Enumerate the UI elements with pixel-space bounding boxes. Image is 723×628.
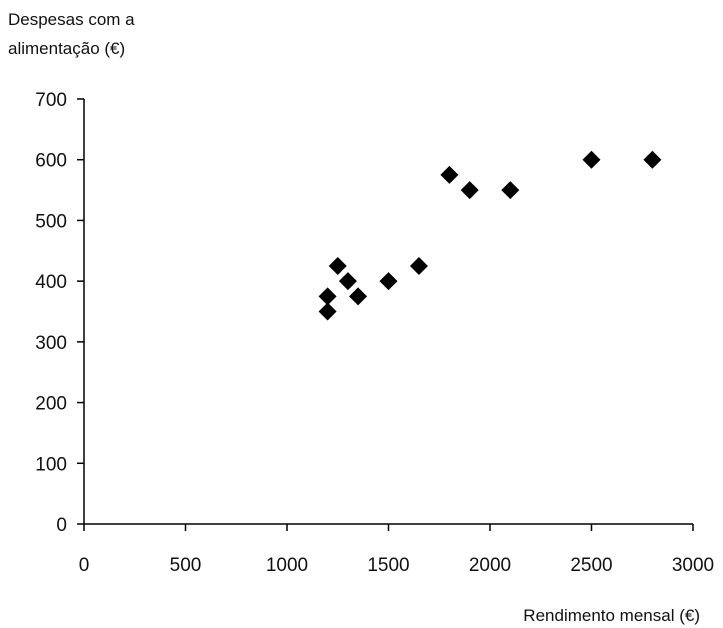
data-point-diamond <box>501 181 520 200</box>
y-tick-label: 700 <box>35 90 67 111</box>
y-axis-label-line-2: alimentação (€) <box>8 39 125 58</box>
data-point-diamond <box>643 150 662 169</box>
x-axis-ticks: 0 500 1000 1500 2000 2500 3000 <box>79 524 714 576</box>
x-tick-label: 1500 <box>367 555 409 576</box>
y-axis-ticks: 0 100 200 300 400 500 600 700 <box>35 90 84 536</box>
y-tick-label: 100 <box>35 454 67 475</box>
y-tick-label: 400 <box>35 272 67 293</box>
x-tick-label: 2000 <box>469 555 511 576</box>
data-point-diamond <box>318 302 337 321</box>
y-axis-label-line-1: Despesas com a <box>8 10 135 29</box>
x-tick-label: 1000 <box>266 555 308 576</box>
data-point-diamond <box>460 181 479 200</box>
data-point-diamond <box>379 272 398 291</box>
data-point-diamond <box>440 165 459 184</box>
x-tick-label: 2500 <box>570 555 612 576</box>
x-tick-label: 0 <box>79 555 90 576</box>
data-points <box>318 150 662 321</box>
x-axis-label: Rendimento mensal (€) <box>523 606 700 625</box>
x-tick-label: 500 <box>170 555 202 576</box>
data-point-diamond <box>318 287 337 306</box>
y-tick-label: 200 <box>35 394 67 415</box>
y-tick-label: 0 <box>56 515 67 536</box>
y-tick-label: 500 <box>35 211 67 232</box>
x-tick-label: 3000 <box>672 555 714 576</box>
y-tick-label: 600 <box>35 151 67 172</box>
y-tick-label: 300 <box>35 333 67 354</box>
data-point-diamond <box>338 272 357 291</box>
axes <box>83 99 693 525</box>
data-point-diamond <box>328 256 347 275</box>
data-point-diamond <box>409 256 428 275</box>
data-point-diamond <box>349 287 368 306</box>
data-point-diamond <box>582 150 601 169</box>
